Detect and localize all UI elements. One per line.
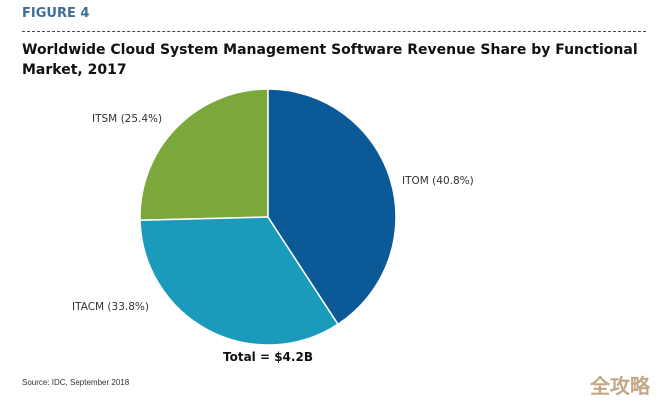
slice-label-itom: ITOM (40.8%) xyxy=(402,175,474,187)
total-annotation: Total = $4.2B xyxy=(223,350,313,364)
source-note: Source: IDC, September 2018 xyxy=(22,378,130,387)
pie-slice-itsm xyxy=(139,88,269,221)
slice-label-itsm: ITSM (25.4%) xyxy=(92,113,162,125)
pie-slice-itom xyxy=(267,88,397,326)
divider xyxy=(22,31,646,32)
watermark-logo: 全攻略 xyxy=(590,374,650,398)
figure-label: FIGURE 4 xyxy=(22,6,90,21)
slice-label-itacm: ITACM (33.8%) xyxy=(72,301,149,313)
chart-title: Worldwide Cloud System Management Softwa… xyxy=(22,42,638,78)
